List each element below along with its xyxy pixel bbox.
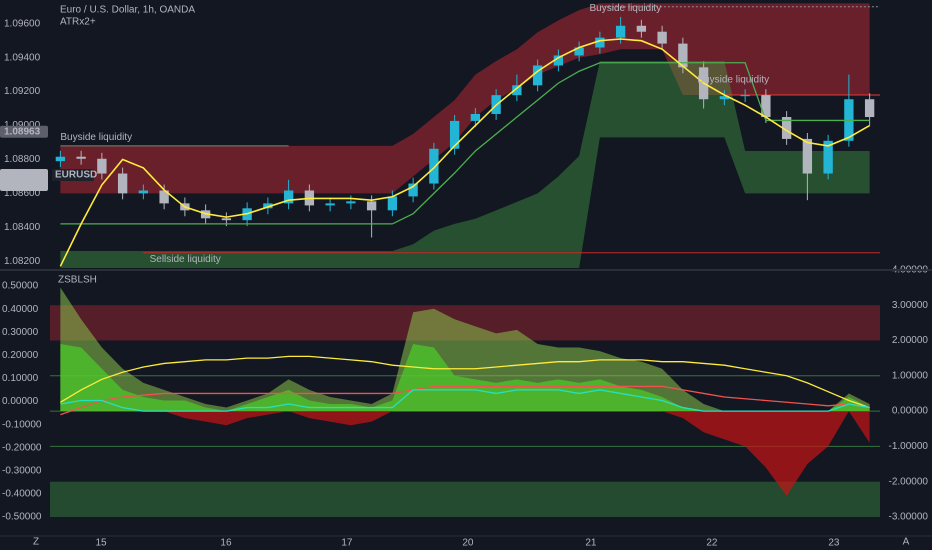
y-tick-label: 1.08400 [4,222,41,233]
indicator-line [59,38,871,267]
candle-body [325,203,335,206]
x-tick-label: 15 [95,538,107,549]
y-tick-label: 1.08600 [4,188,41,199]
y-tick-label: 1.08200 [4,256,41,267]
candle-body [553,55,564,66]
candle-body [595,37,605,48]
liquidity-label: Buyside liquidity [697,74,769,85]
y-tick-label: 0.00000 [2,396,39,407]
x-tick-label: 22 [706,538,718,549]
candle-body [636,25,647,32]
y2-tick-label: 3.00000 [892,300,929,311]
candle-body [117,173,128,194]
indicator-area [60,287,870,412]
symbol-tag-box [52,169,94,182]
indicator-area [60,344,870,412]
candle-body [387,196,398,211]
y-tick-label: -0.50000 [2,512,42,523]
candle-body [678,43,688,68]
x-tick-label: 23 [828,538,840,549]
indicator-line [60,389,870,412]
price-label-box [0,125,48,138]
y2-tick-label: -1.00000 [889,441,929,452]
zoom-button[interactable]: Z [33,537,39,548]
y-tick-label: 0.40000 [2,304,39,315]
price-label-box [0,169,48,192]
x-tick-label: 21 [585,538,597,549]
candle-body [408,183,418,197]
y-tick-label: 1.09400 [4,52,41,63]
y2-tick-label: -3.00000 [889,512,929,523]
y2-tick-label: 1.00000 [892,370,929,381]
liquidity-band [60,61,870,268]
zone [50,481,880,517]
y-tick-label: 1.09200 [4,86,41,97]
x-tick-label: 17 [341,538,353,549]
candle-body [532,65,543,86]
candle-body [657,31,667,44]
indicator-title: ATRx2+ [60,17,96,28]
y-tick-label: -0.30000 [2,465,42,476]
y-tick-label: 0.50000 [2,281,39,292]
y-tick-label: -0.20000 [2,442,42,453]
indicator-line [60,355,870,409]
candle-body [449,120,460,149]
candle-body [138,190,149,194]
liquidity-label: Sellside liquidity [150,254,221,265]
candle-body [512,85,522,96]
y-tick-label: 0.10000 [2,373,39,384]
candle-body [864,99,875,118]
candle-body [55,156,66,162]
candle-body [719,96,730,100]
indicator-area [60,411,870,496]
countdown-label: 02:01 [18,180,43,191]
candle-body [283,190,294,204]
auto-button[interactable]: A [903,537,910,548]
y2-tick-label: -2.00000 [889,476,929,487]
candle-body [159,190,169,204]
candle-body [823,140,833,174]
y-tick-label: 0.20000 [2,350,39,361]
liquidity-label: Buyside liquidity [60,132,132,143]
y-tick-label: 0.30000 [2,327,39,338]
x-tick-label: 16 [220,538,232,549]
candle-body [221,218,232,221]
symbol-tag: EURUSD [55,170,97,181]
y-tick-label: 1.09000 [4,120,41,131]
liquidity-label: Buyside liquidity [590,3,662,14]
back-layer [50,3,880,517]
candle-body [781,117,792,139]
candle-body [615,25,626,38]
indicator-line [60,385,870,416]
y-tick-label: 1.09600 [4,18,41,29]
candle-body [574,47,584,56]
price-label: 1.08963 [4,126,41,137]
pane-title: ZSBLSH [58,275,97,286]
candle-body [740,95,750,97]
candle-body [802,138,813,174]
candle-body [97,158,107,174]
y-tick-label: 1.08800 [4,154,41,165]
candle-body [76,156,86,159]
candle-body [761,95,771,118]
candle-body [429,148,439,184]
y-tick-label: -0.40000 [2,489,42,500]
indicator-line [60,62,870,225]
x-tick-label: 20 [462,538,474,549]
y-tick-label: -0.10000 [2,419,42,430]
candle-body [346,201,356,204]
front-layer: 1.09600 1.09400 1.09200 1.09000 1.08800 1.086… [0,3,928,549]
price-label: 1.08708 [4,170,41,181]
y2-tick-label: 0.00000 [892,406,929,417]
candle-body [263,203,273,209]
symbol-title: Euro / U.S. Dollar, 1h, OANDA [60,5,195,16]
candle-body [470,113,481,121]
y2-tick-label: 2.00000 [892,335,929,346]
candle-body [366,201,377,211]
